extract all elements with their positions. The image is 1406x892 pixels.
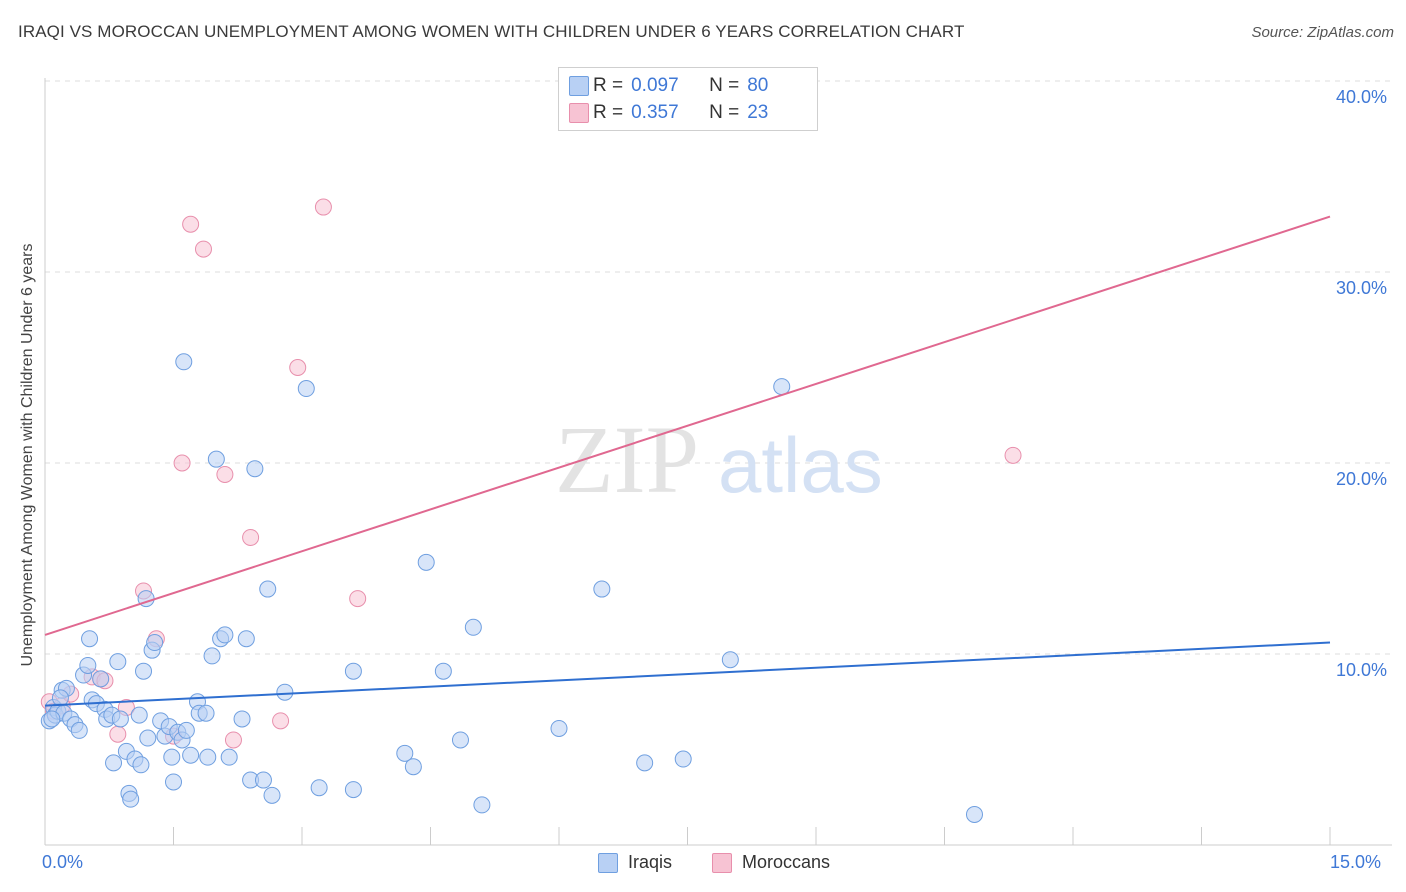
y-tick-30: 30.0% [1336, 278, 1388, 298]
n-label: N = [709, 75, 740, 96]
moroccans-swatch [712, 852, 732, 873]
chart-title: IRAQI VS MOROCCAN UNEMPLOYMENT AMONG WOM… [18, 22, 965, 41]
y-tick-40: 40.0% [1336, 87, 1388, 107]
r-value: 0.097 [631, 75, 679, 96]
trend-lines [44, 215, 1331, 707]
iraqis-swatch [569, 76, 589, 96]
legend-label-moroccans: Moroccans [742, 852, 831, 872]
legend-label-iraqis: Iraqis [628, 852, 673, 872]
y-tick-10: 10.0% [1336, 660, 1388, 680]
r-value: 0.357 [631, 102, 679, 123]
watermark-atlas: atlas [718, 421, 883, 509]
axes [44, 78, 1392, 846]
r-label: R = [593, 102, 624, 123]
iraqis-points [40, 353, 983, 823]
moroccans-swatch [569, 103, 589, 123]
gridlines [45, 80, 1392, 655]
y-tick-20: 20.0% [1336, 469, 1388, 489]
n-label: N = [709, 102, 740, 123]
r-label: R = [593, 75, 624, 96]
x-min-label: 0.0% [42, 852, 84, 872]
chart-source: Source: ZipAtlas.com [1251, 24, 1394, 41]
legend-row-iraqis: R = 0.097 N = 80 [569, 74, 769, 98]
n-value: 23 [747, 102, 769, 123]
iraqis-swatch [598, 852, 618, 873]
x-max-label: 15.0% [1330, 852, 1382, 872]
legend-row-moroccans: R = 0.357 N = 23 [569, 101, 769, 125]
y-axis-label: Unemployment Among Women with Children U… [19, 243, 36, 667]
legend-item-iraqis[interactable]: Iraqis [598, 852, 672, 873]
legend-item-moroccans[interactable]: Moroccans [712, 852, 830, 873]
n-value: 80 [747, 75, 769, 96]
watermark-zip: ZIP [555, 406, 699, 513]
correlation-legend: R = 0.097 N = 80 R = 0.357 N = 23 [558, 67, 818, 131]
